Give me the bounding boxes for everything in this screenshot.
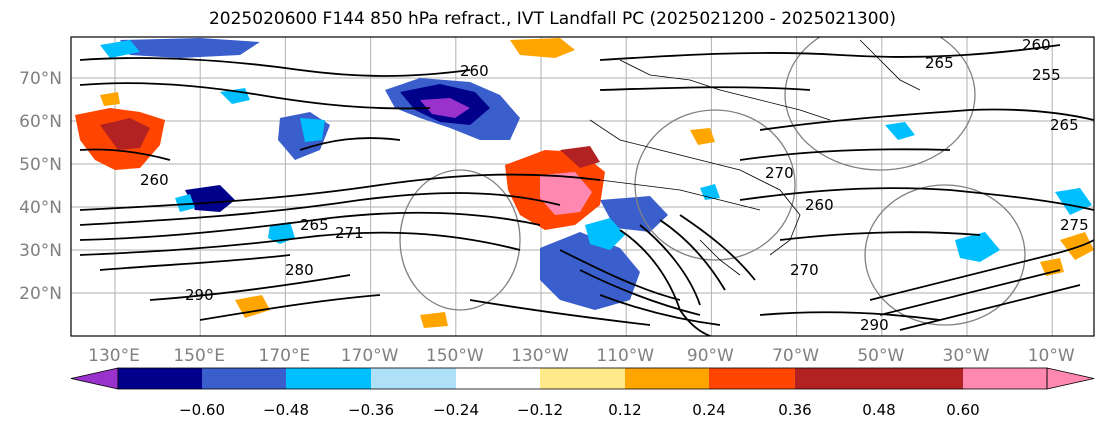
contour-label: 265: [925, 54, 954, 72]
colorbar-tick-label: −0.36: [348, 401, 394, 419]
latitude-tick-label: 40°N: [19, 198, 62, 218]
latitude-tick-label: 30°N: [19, 241, 62, 261]
colorbar-extend-high: [1046, 367, 1095, 390]
contour-label: 271: [335, 224, 364, 242]
colorbar-swatch: [118, 368, 202, 389]
colorbar-swatch: [371, 368, 456, 389]
contour-label: 260: [460, 62, 489, 80]
contour-label: 280: [285, 261, 314, 279]
latitude-tick-label: 60°N: [19, 112, 62, 132]
latitude-tick-label: 50°N: [19, 155, 62, 175]
longitude-tick-label: 90°W: [687, 346, 734, 366]
contour-label: 260: [1022, 36, 1051, 54]
colorbar-swatch: [795, 368, 879, 389]
contour-label: 260: [140, 171, 169, 189]
longitude-tick-label: 10°W: [1028, 346, 1075, 366]
contour-label: 275: [1060, 216, 1089, 234]
colorbar-tick-label: −0.60: [179, 401, 225, 419]
longitude-tick-labels: 130°E 150°E 170°E 170°W 150°W 130°W 110°W 90°W 7…: [88, 346, 1075, 366]
colorbar-tick-label: 0.12: [608, 401, 641, 419]
longitude-tick-label: 70°W: [772, 346, 819, 366]
contour-label: 260: [805, 196, 834, 214]
longitude-tick-label: 170°W: [341, 346, 399, 366]
colorbar-swatch: [879, 368, 963, 389]
coastlines: [589, 39, 921, 276]
colorbar-tick-label: 0.60: [946, 401, 979, 419]
colorbar-tick-label: 0.48: [862, 401, 895, 419]
contour-label: 290: [860, 316, 889, 334]
contour-label: 255: [1032, 66, 1061, 84]
latitude-tick-labels: 70°N 60°N 50°N 40°N 30°N 20°N: [19, 69, 62, 304]
longitude-tick-label: 170°E: [259, 346, 311, 366]
map-frame: [70, 36, 1095, 337]
great-circle-outlines: [399, 37, 1026, 326]
colorbar-tick-label: −0.12: [517, 401, 563, 419]
colorbar-swatch: [625, 368, 709, 389]
map-field: 260 265 255 265 270 260 260 265 271 280 …: [71, 36, 1094, 336]
longitude-tick-label: 150°W: [426, 346, 484, 366]
longitude-tick-label: 50°W: [857, 346, 904, 366]
contour-label: 290: [185, 286, 214, 304]
longitude-tick-label: 130°W: [511, 346, 569, 366]
colorbar-extend-low: [70, 367, 119, 390]
colorbar-swatch: [286, 368, 371, 389]
contour-label: 265: [1050, 116, 1079, 134]
contour-label: 270: [765, 164, 794, 182]
contour-value-labels: 260 265 255 265 270 260 260 265 271 280 …: [140, 36, 1089, 334]
colorbar-tick-label: 0.24: [692, 401, 725, 419]
colorbar-tick-label: −0.48: [263, 401, 309, 419]
longitude-tick-label: 150°E: [173, 346, 225, 366]
longitude-tick-label: 110°W: [596, 346, 654, 366]
colorbar-tick-labels: −0.60 −0.48 −0.36 −0.24 −0.12 0.12 0.24 0.36 0.4…: [179, 401, 980, 419]
longitude-tick-label: 30°W: [943, 346, 990, 366]
colorbar-tick-label: −0.24: [433, 401, 479, 419]
colorbar-swatch: [963, 368, 1047, 389]
colorbar-swatch: [709, 368, 795, 389]
longitude-tick-label: 130°E: [88, 346, 140, 366]
colorbar-swatch: [540, 368, 625, 389]
colorbar: [70, 367, 1095, 390]
contour-label: 265: [300, 216, 329, 234]
colorbar-tick-label: 0.36: [778, 401, 811, 419]
contour-lines: [79, 44, 1094, 336]
latitude-tick-label: 70°N: [19, 69, 62, 89]
latitude-tick-label: 20°N: [19, 284, 62, 304]
shaded-negative-regions: [100, 38, 1092, 310]
colorbar-outline: [117, 367, 1048, 390]
contour-label: 270: [790, 261, 819, 279]
colorbar-swatch: [456, 368, 540, 389]
map-title: 2025020600 F144 850 hPa refract., IVT La…: [208, 9, 896, 29]
colorbar-swatch: [202, 368, 286, 389]
